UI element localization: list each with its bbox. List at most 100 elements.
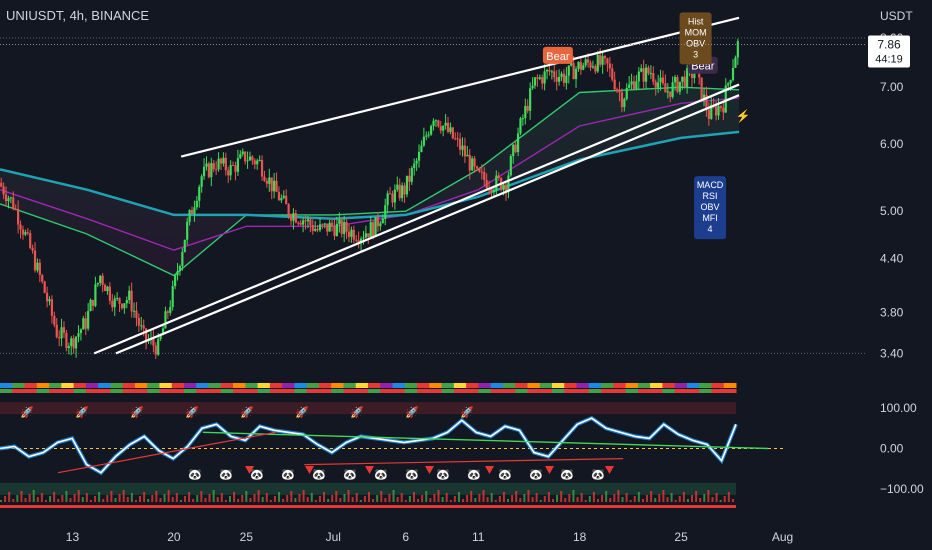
osc-status-strip-2 <box>588 389 602 393</box>
osc-histogram-bar <box>572 490 575 502</box>
candle <box>519 116 522 136</box>
candle-body <box>524 105 527 119</box>
candle-body <box>736 41 739 58</box>
candle <box>273 172 276 199</box>
candle <box>379 220 382 231</box>
osc-status-strip-2 <box>318 389 332 393</box>
osc-histogram-bar <box>335 491 338 502</box>
x-tick-label: 20 <box>167 530 181 544</box>
candle <box>594 64 597 74</box>
osc-histogram-bar <box>535 493 538 502</box>
candle <box>343 215 346 242</box>
candle <box>318 218 322 233</box>
candle <box>359 236 363 252</box>
candle <box>620 88 624 113</box>
candle-body <box>335 223 339 236</box>
osc-status-strip-2 <box>392 389 406 393</box>
candle-body <box>195 200 198 208</box>
candle <box>702 87 706 107</box>
osc-status-strip <box>466 383 479 388</box>
osc-histogram-bar <box>466 495 469 502</box>
osc-histogram-bar <box>417 499 420 502</box>
candle <box>579 56 582 75</box>
osc-status-strip <box>245 383 259 388</box>
osc-histogram-bar <box>421 495 424 502</box>
candle-body <box>562 73 566 83</box>
candle <box>454 132 457 141</box>
interval-label[interactable]: 4h <box>69 8 85 23</box>
candle <box>79 328 83 341</box>
candle-body <box>164 311 167 329</box>
candle <box>456 131 459 147</box>
candle <box>215 160 218 176</box>
candle-body <box>673 77 677 83</box>
candle <box>65 329 68 352</box>
candle <box>403 182 406 203</box>
osc-status-strip-2 <box>122 389 136 393</box>
candle <box>413 158 416 176</box>
candle-body <box>734 57 737 68</box>
candle-body <box>43 281 46 293</box>
candle-body <box>603 56 607 59</box>
candle-body <box>111 300 114 308</box>
osc-histogram-bar <box>731 499 734 502</box>
panda-icon: 🐼 <box>591 468 605 481</box>
candle-body <box>190 210 194 214</box>
osc-histogram-bar <box>155 491 158 502</box>
x-tick-label: Aug <box>772 530 793 544</box>
osc-status-strip <box>159 383 173 388</box>
osc-histogram-bar <box>625 493 628 502</box>
osc-histogram-bar <box>412 492 415 502</box>
candle <box>287 203 290 219</box>
candle <box>637 67 640 91</box>
candle-body <box>183 239 186 252</box>
candle <box>647 65 650 76</box>
last-price-countdown: 44:19 <box>875 53 903 65</box>
candle <box>323 222 326 229</box>
osc-histogram-bar <box>278 492 281 502</box>
candle-body <box>398 184 401 199</box>
candle <box>681 76 684 91</box>
osc-status-strip-2 <box>61 389 75 393</box>
candle <box>43 280 46 294</box>
candle <box>657 74 660 93</box>
candle-body <box>471 158 474 171</box>
symbol-label[interactable]: UNIUSDT <box>6 8 63 23</box>
candle <box>108 282 111 305</box>
candle-body <box>657 82 660 88</box>
oscillator-panel: 100.00 0.00 −100.00 🚀 🚀 🚀 🚀 🚀 🚀 🚀 🚀 🚀 🐼 🐼 🐼 🐼 🐼 🐼 🐼 🐼 🐼 🐼 🐼 🐼 🐼 🐼 <box>0 383 924 508</box>
panda-icon: 🐼 <box>374 468 388 481</box>
candle <box>17 200 20 234</box>
candle <box>289 213 293 226</box>
osc-histogram-bar <box>695 491 698 502</box>
candle-body <box>483 172 486 180</box>
candle <box>347 224 351 243</box>
osc-status-strip <box>110 383 124 388</box>
osc-overbought-band <box>0 402 736 415</box>
candle <box>0 177 3 188</box>
candle <box>555 70 558 91</box>
osc-status-strip-2 <box>73 389 87 393</box>
candle <box>376 212 380 232</box>
candle <box>666 83 669 99</box>
candle-body <box>287 204 290 216</box>
osc-histogram-bar <box>32 490 35 502</box>
osc-histogram-bar <box>8 492 11 502</box>
candle-body <box>717 106 720 116</box>
candle <box>430 124 433 136</box>
candle-body <box>178 266 182 272</box>
candle-body <box>681 76 684 82</box>
osc-status-strip <box>686 383 700 388</box>
candle <box>673 74 677 91</box>
candle-body <box>60 327 63 339</box>
candle <box>140 317 143 331</box>
osc-status-strip <box>576 383 590 388</box>
osc-status-strip <box>368 383 381 388</box>
candle <box>125 296 128 309</box>
candle-body <box>635 81 638 90</box>
candle-body <box>132 310 136 312</box>
osc-histogram-bar <box>327 499 330 502</box>
osc-status-strip <box>306 383 320 388</box>
osc-histogram-bar <box>323 492 326 502</box>
